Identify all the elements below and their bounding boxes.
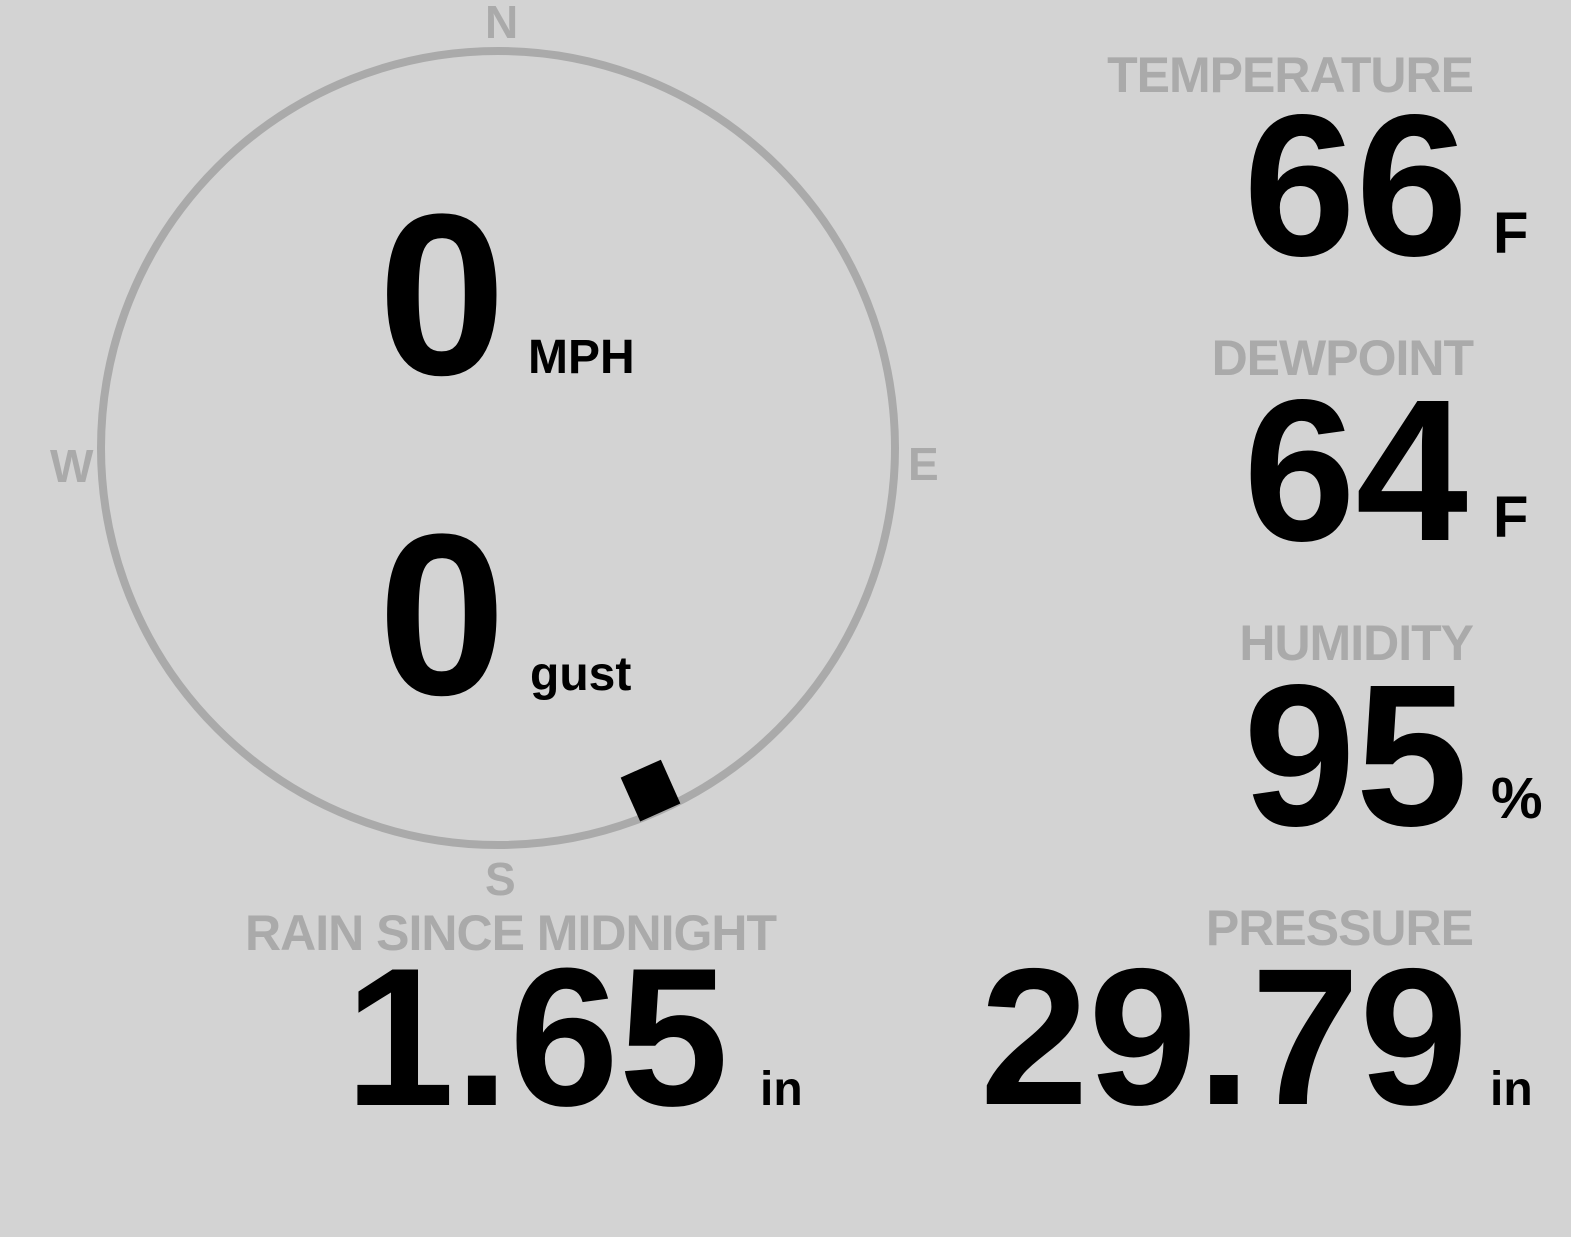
humidity-unit: % — [1491, 766, 1543, 831]
dewpoint-label: DEWPOINT — [1211, 330, 1474, 386]
rain-value: 1.65 — [345, 927, 729, 1147]
compass-south: S — [485, 853, 516, 905]
compass-east: E — [908, 438, 939, 490]
temperature-label: TEMPERATURE — [1107, 47, 1474, 103]
pressure-value: 29.79 — [980, 928, 1468, 1146]
wind-speed-unit: MPH — [528, 331, 635, 384]
humidity-value: 95 — [1243, 642, 1468, 868]
rain-unit: in — [760, 1063, 803, 1116]
dewpoint-unit: F — [1493, 485, 1529, 550]
pressure-unit: in — [1490, 1063, 1533, 1116]
dewpoint-value: 64 — [1243, 357, 1468, 583]
wind-gust-value: 0 — [378, 486, 506, 743]
wind-direction-marker — [620, 759, 681, 822]
pressure-label: PRESSURE — [1205, 900, 1474, 956]
humidity-label: HUMIDITY — [1239, 615, 1474, 671]
temperature-value: 66 — [1243, 72, 1468, 298]
compass-west: W — [50, 440, 94, 492]
wind-gust-label: gust — [530, 648, 632, 701]
rain-label: RAIN SINCE MIDNIGHT — [245, 905, 777, 961]
temperature-unit: F — [1493, 201, 1529, 266]
compass-ring — [97, 47, 899, 849]
compass-north: N — [485, 0, 519, 48]
wind-speed-value: 0 — [378, 166, 506, 423]
